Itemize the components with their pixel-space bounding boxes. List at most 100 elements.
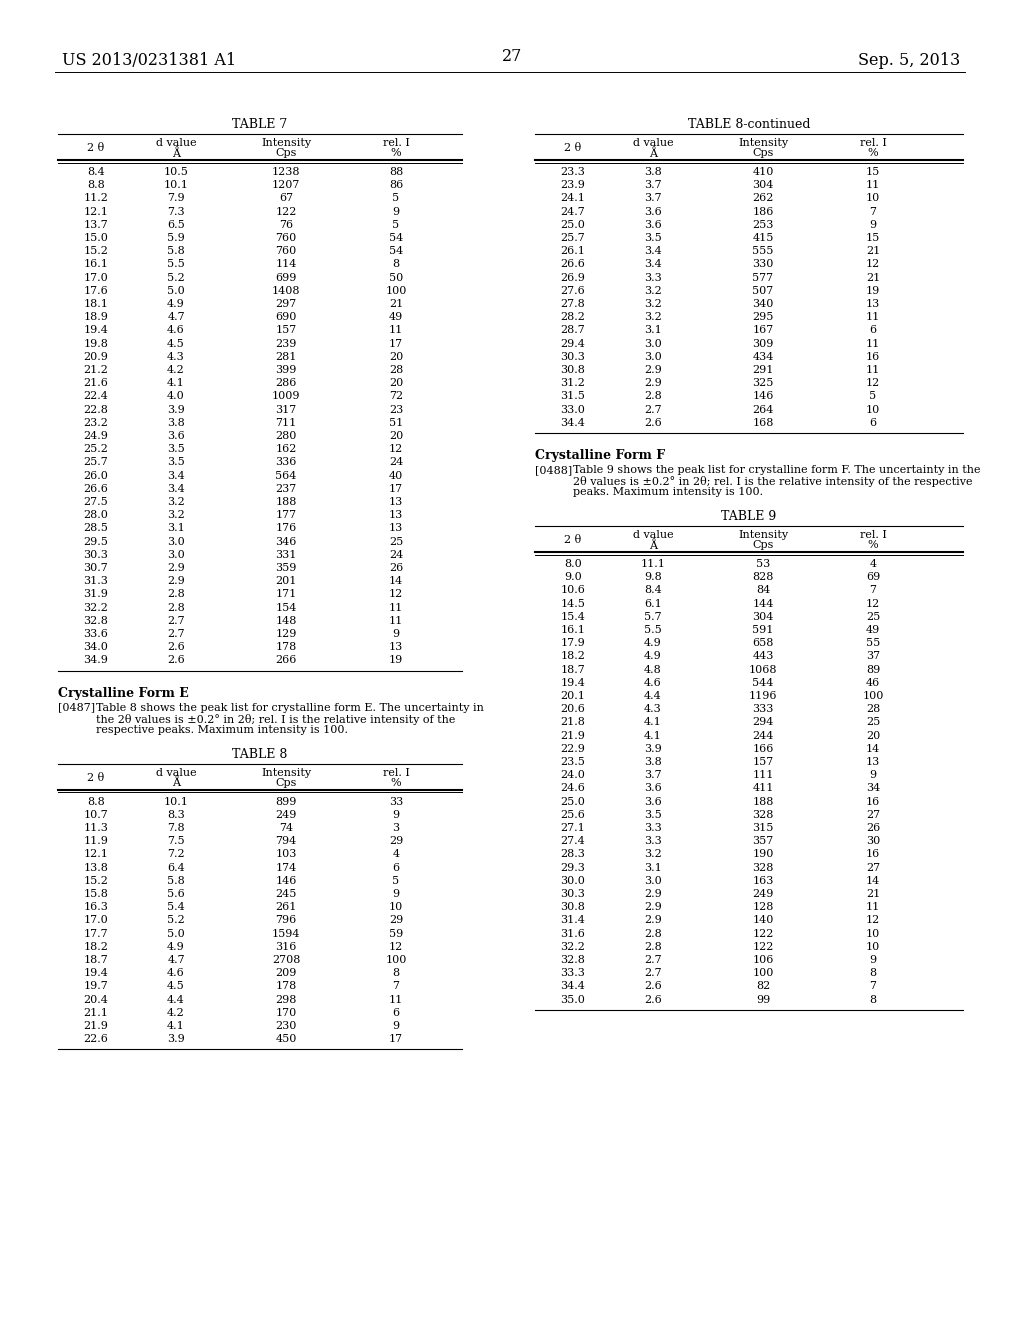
Text: 286: 286 — [275, 379, 297, 388]
Text: 29: 29 — [389, 836, 403, 846]
Text: 4.5: 4.5 — [167, 339, 185, 348]
Text: 507: 507 — [753, 286, 773, 296]
Text: 4.3: 4.3 — [167, 352, 185, 362]
Text: 22.9: 22.9 — [560, 743, 586, 754]
Text: 31.3: 31.3 — [84, 577, 109, 586]
Text: 30.7: 30.7 — [84, 564, 109, 573]
Text: 17: 17 — [389, 339, 403, 348]
Text: 3.9: 3.9 — [167, 405, 185, 414]
Text: 16: 16 — [866, 796, 880, 807]
Text: 8.8: 8.8 — [87, 796, 104, 807]
Text: 760: 760 — [275, 234, 297, 243]
Text: 23.9: 23.9 — [560, 181, 586, 190]
Text: Intensity: Intensity — [738, 139, 788, 148]
Text: rel. I: rel. I — [859, 139, 887, 148]
Text: 4.6: 4.6 — [167, 968, 185, 978]
Text: 658: 658 — [753, 638, 774, 648]
Text: 294: 294 — [753, 717, 774, 727]
Text: 34.9: 34.9 — [84, 656, 109, 665]
Text: 291: 291 — [753, 366, 774, 375]
Text: 4.9: 4.9 — [167, 300, 185, 309]
Text: 24.0: 24.0 — [560, 770, 586, 780]
Text: 15: 15 — [866, 168, 880, 177]
Text: 11: 11 — [389, 616, 403, 626]
Text: 17.0: 17.0 — [84, 273, 109, 282]
Text: 15.2: 15.2 — [84, 247, 109, 256]
Text: 8: 8 — [392, 968, 399, 978]
Text: 2.7: 2.7 — [167, 616, 184, 626]
Text: 5.8: 5.8 — [167, 247, 185, 256]
Text: 28.7: 28.7 — [560, 326, 586, 335]
Text: 33.6: 33.6 — [84, 630, 109, 639]
Text: rel. I: rel. I — [383, 768, 410, 777]
Text: 69: 69 — [866, 572, 880, 582]
Text: 591: 591 — [753, 624, 774, 635]
Text: 331: 331 — [275, 550, 297, 560]
Text: 23.2: 23.2 — [84, 418, 109, 428]
Text: 12: 12 — [866, 598, 880, 609]
Text: 4.7: 4.7 — [167, 954, 184, 965]
Text: 7.5: 7.5 — [167, 836, 184, 846]
Text: 176: 176 — [275, 524, 297, 533]
Text: 26.6: 26.6 — [84, 484, 109, 494]
Text: 7.2: 7.2 — [167, 849, 184, 859]
Text: 15: 15 — [866, 234, 880, 243]
Text: 9: 9 — [392, 1020, 399, 1031]
Text: 5.0: 5.0 — [167, 928, 185, 939]
Text: 34.4: 34.4 — [560, 981, 586, 991]
Text: 144: 144 — [753, 598, 774, 609]
Text: 174: 174 — [275, 862, 297, 873]
Text: 577: 577 — [753, 273, 773, 282]
Text: 28: 28 — [389, 366, 403, 375]
Text: 2.8: 2.8 — [167, 603, 185, 612]
Text: 146: 146 — [753, 392, 774, 401]
Text: 4.2: 4.2 — [167, 1007, 185, 1018]
Text: 3.5: 3.5 — [167, 445, 185, 454]
Text: 28.0: 28.0 — [84, 511, 109, 520]
Text: 72: 72 — [389, 392, 403, 401]
Text: 27.5: 27.5 — [84, 498, 109, 507]
Text: 27.6: 27.6 — [560, 286, 586, 296]
Text: 2θ values is ±0.2° in 2θ; rel. I is the relative intensity of the respective: 2θ values is ±0.2° in 2θ; rel. I is the … — [573, 477, 973, 487]
Text: 3.7: 3.7 — [644, 194, 662, 203]
Text: 54: 54 — [389, 247, 403, 256]
Text: 34.4: 34.4 — [560, 418, 586, 428]
Text: 11.2: 11.2 — [84, 194, 109, 203]
Text: 122: 122 — [275, 207, 297, 216]
Text: 2 θ: 2 θ — [87, 143, 104, 153]
Text: 22.4: 22.4 — [84, 392, 109, 401]
Text: Intensity: Intensity — [738, 531, 788, 540]
Text: 1068: 1068 — [749, 664, 777, 675]
Text: 157: 157 — [753, 756, 773, 767]
Text: 315: 315 — [753, 822, 774, 833]
Text: 7.8: 7.8 — [167, 822, 184, 833]
Text: 2 θ: 2 θ — [87, 772, 104, 783]
Text: 2708: 2708 — [271, 954, 300, 965]
Text: 9: 9 — [392, 207, 399, 216]
Text: 9: 9 — [392, 630, 399, 639]
Text: 9: 9 — [869, 220, 877, 230]
Text: Cps: Cps — [753, 148, 774, 158]
Text: 8.3: 8.3 — [167, 809, 185, 820]
Text: 17.6: 17.6 — [84, 286, 109, 296]
Text: 21.8: 21.8 — [560, 717, 586, 727]
Text: 29.4: 29.4 — [560, 339, 586, 348]
Text: 20: 20 — [389, 379, 403, 388]
Text: 162: 162 — [275, 445, 297, 454]
Text: 51: 51 — [389, 418, 403, 428]
Text: 333: 333 — [753, 704, 774, 714]
Text: 25.6: 25.6 — [560, 809, 586, 820]
Text: 84: 84 — [756, 585, 770, 595]
Text: 12.1: 12.1 — [84, 207, 109, 216]
Text: 6.5: 6.5 — [167, 220, 185, 230]
Text: 25.2: 25.2 — [84, 445, 109, 454]
Text: [0488]: [0488] — [535, 465, 572, 475]
Text: 304: 304 — [753, 611, 774, 622]
Text: 13.7: 13.7 — [84, 220, 109, 230]
Text: 11: 11 — [866, 339, 880, 348]
Text: TABLE 8-continued: TABLE 8-continued — [688, 117, 810, 131]
Text: Table 8 shows the peak list for crystalline form E. The uncertainty in: Table 8 shows the peak list for crystall… — [96, 702, 484, 713]
Text: 11: 11 — [389, 994, 403, 1005]
Text: 357: 357 — [753, 836, 773, 846]
Text: 245: 245 — [275, 888, 297, 899]
